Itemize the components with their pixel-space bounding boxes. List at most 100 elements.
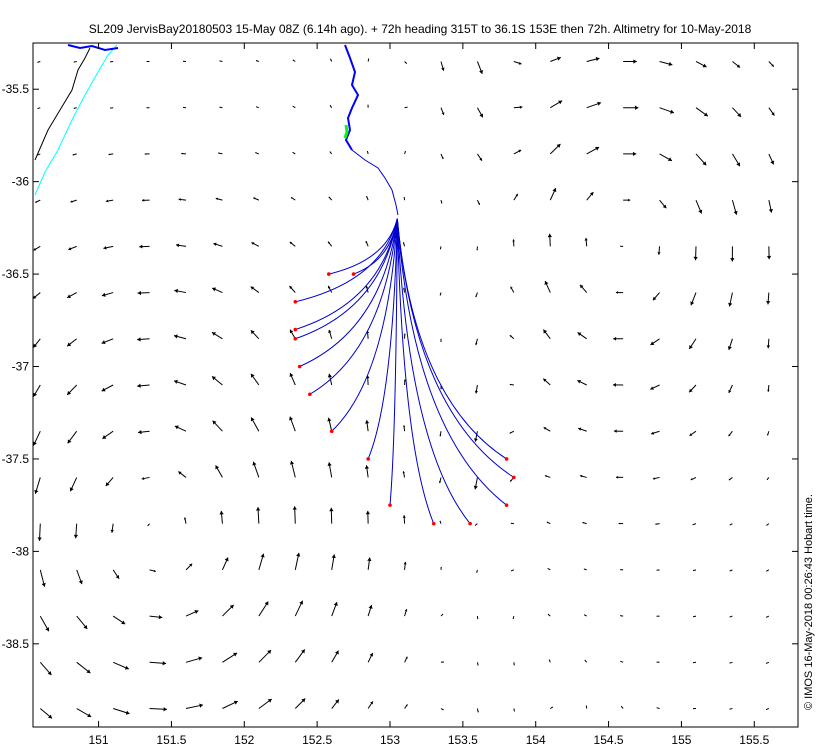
current-arrow-head xyxy=(289,373,294,377)
current-arrow-head xyxy=(211,332,216,336)
current-arrow-head xyxy=(405,62,407,64)
current-arrow-head xyxy=(48,714,53,719)
current-arrow-head xyxy=(141,198,145,202)
current-arrow-head xyxy=(110,529,114,533)
current-arrow-head xyxy=(101,292,106,297)
current-arrow-head xyxy=(260,553,265,558)
current-arrow-head xyxy=(442,613,444,615)
current-arrow-head xyxy=(589,192,594,196)
current-arrow-head xyxy=(729,616,731,618)
current-arrow-head xyxy=(124,665,129,670)
current-arrow-head xyxy=(580,284,584,289)
current-arrow-head xyxy=(224,557,229,562)
current-arrow-head xyxy=(518,149,522,153)
forecast-track xyxy=(396,218,435,524)
current-arrow-head xyxy=(69,487,74,492)
current-arrow-head xyxy=(693,569,695,571)
current-arrow-head xyxy=(331,554,336,559)
forecast-track xyxy=(309,218,398,395)
current-arrow-head xyxy=(292,506,297,510)
current-arrow-head xyxy=(510,286,513,290)
x-tick-label: 153.5 xyxy=(448,733,478,747)
x-tick-label: 155 xyxy=(671,733,691,747)
current-arrow-head xyxy=(690,301,695,306)
current-arrow-head xyxy=(441,112,445,115)
current-arrow-head xyxy=(327,241,330,244)
current-arrow-head xyxy=(178,198,181,201)
current-arrow-head xyxy=(518,61,522,65)
current-arrow-head xyxy=(476,571,478,573)
current-arrow-head xyxy=(551,706,553,708)
current-arrow-head xyxy=(728,302,733,307)
current-arrow-head xyxy=(728,433,731,437)
glider-track xyxy=(344,44,360,151)
current-arrow-head xyxy=(439,294,441,296)
current-arrow-head xyxy=(766,708,768,710)
current-arrow-head xyxy=(509,335,512,338)
current-arrow-head xyxy=(578,427,582,431)
y-tick-label: -38 xyxy=(12,544,30,558)
current-arrow-head xyxy=(366,196,368,198)
current-arrow-head xyxy=(137,337,141,342)
current-arrow-head xyxy=(329,151,331,153)
y-tick-label: -36.5 xyxy=(2,267,30,281)
current-arrow-head xyxy=(125,710,130,715)
current-arrow-head xyxy=(552,188,557,193)
current-arrow-head xyxy=(621,706,623,708)
current-arrow-head xyxy=(766,300,771,305)
current-arrow-head xyxy=(73,61,75,63)
current-arrow-head xyxy=(33,441,37,446)
current-arrow-head xyxy=(544,281,549,285)
current-arrow-head xyxy=(620,615,622,617)
current-arrow-head xyxy=(479,69,484,74)
current-arrow-head xyxy=(121,620,126,625)
current-arrow-head xyxy=(364,465,370,469)
current-arrow-head xyxy=(403,425,406,428)
current-arrow-head xyxy=(613,336,617,341)
current-arrow-head xyxy=(253,197,256,200)
current-arrow-head xyxy=(728,478,731,481)
current-arrow-head xyxy=(212,376,216,381)
current-arrow-head xyxy=(597,101,602,106)
current-arrow-head xyxy=(173,379,178,384)
current-arrow-head xyxy=(727,346,732,350)
current-arrow-head xyxy=(582,522,584,524)
current-arrow-head xyxy=(327,417,332,422)
current-arrow-head xyxy=(267,650,272,654)
current-arrow-head xyxy=(365,285,369,289)
current-arrow-head xyxy=(768,208,773,213)
current-arrow-head xyxy=(368,604,373,609)
current-arrow-head xyxy=(33,247,37,251)
current-arrow-head xyxy=(115,574,120,579)
current-arrow-head xyxy=(577,380,581,384)
current-arrow-head xyxy=(770,160,775,165)
x-tick-label: 152 xyxy=(234,733,254,747)
current-arrow-head xyxy=(218,152,220,155)
current-arrow-head xyxy=(441,157,444,160)
current-arrow-head xyxy=(219,510,224,515)
track-endpoint xyxy=(351,272,356,276)
current-arrow-head xyxy=(404,609,408,612)
imos-credit: © IMOS 16-May-2018 00:26:43 Hobart time. xyxy=(803,494,815,710)
current-arrow-head xyxy=(67,294,71,298)
current-arrow-head xyxy=(510,522,512,524)
x-tick-label: 152.5 xyxy=(302,733,332,747)
current-arrow-head xyxy=(158,614,163,620)
current-arrow-head xyxy=(635,105,639,110)
current-arrow-head xyxy=(620,245,622,247)
current-arrow-head xyxy=(138,430,142,435)
current-arrow-head xyxy=(612,382,616,387)
current-arrow-head xyxy=(215,465,220,470)
current-arrow-head xyxy=(256,106,258,108)
current-arrow-head xyxy=(110,61,112,63)
current-arrow-head xyxy=(615,291,619,294)
x-tick-label: 154 xyxy=(526,733,546,747)
current-arrow-head xyxy=(403,242,405,244)
current-arrow-head xyxy=(70,200,73,203)
current-arrow-head xyxy=(292,106,294,108)
current-arrow-head xyxy=(327,285,331,289)
x-tick-label: 155.5 xyxy=(739,733,769,747)
current-arrow-head xyxy=(194,609,199,614)
track-endpoint xyxy=(293,327,298,332)
current-arrow-head xyxy=(146,107,148,109)
